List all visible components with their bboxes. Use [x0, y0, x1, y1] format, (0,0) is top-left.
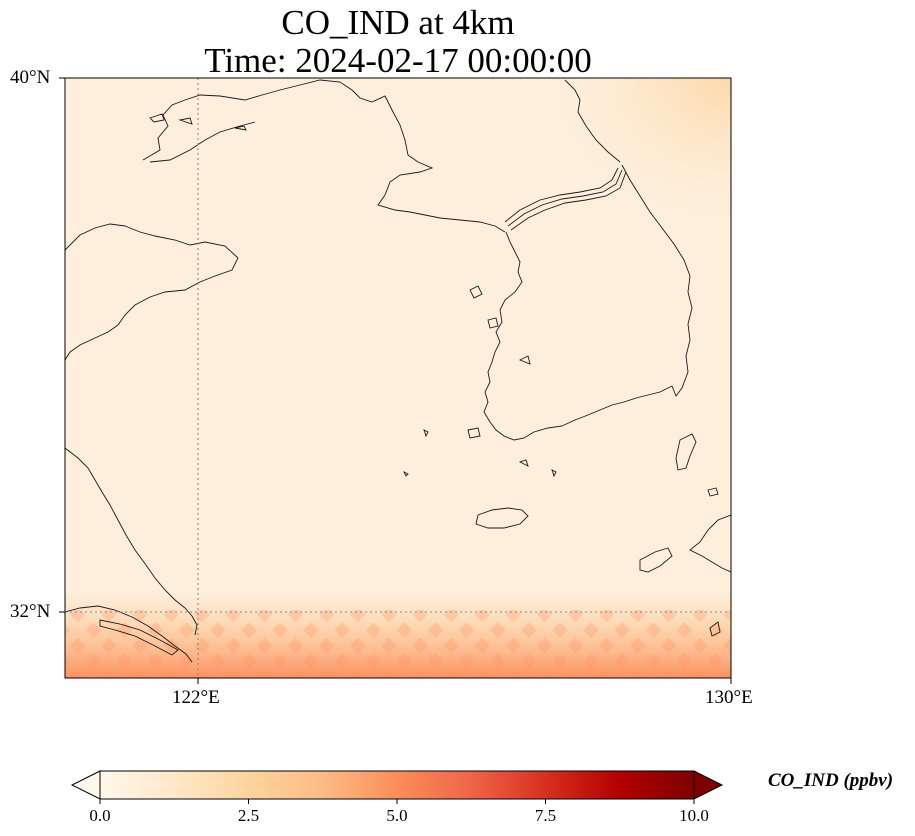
map-subtitle-time: Time: 2024-02-17 00:00:00 [204, 41, 592, 80]
lon-tick-label-122: 122°E [172, 687, 220, 708]
gridlines [65, 78, 731, 678]
axis-tick-marks [59, 77, 732, 684]
colorbar-extend-high [693, 770, 724, 800]
coastline-kyushu-islands [639, 487, 719, 573]
coastline-jeju [475, 507, 529, 529]
coastlines [65, 79, 731, 663]
colorbar-tick-label: 2.5 [237, 806, 260, 825]
coastline-korea-west [483, 231, 673, 441]
concentration-field [65, 78, 731, 678]
coastline-north-korea [564, 79, 621, 163]
coastline-liaodong-inner [149, 121, 256, 163]
map-title: CO_IND at 4km [281, 3, 515, 42]
lon-tick-label-130: 130°E [705, 687, 753, 708]
lat-tick-label-32: 32°N [10, 601, 51, 622]
colorbar-tick-label: 5.0 [386, 806, 408, 825]
coastline-china-east [65, 223, 239, 361]
dmz-lines [504, 167, 627, 231]
map-frame [64, 77, 732, 679]
coastline-kyushu [689, 514, 731, 573]
colorbar [70, 770, 724, 804]
coastline-yangtze-island [99, 619, 179, 656]
colorbar-label: CO_IND (ppbv) [768, 770, 894, 791]
colorbar-tick-label: 10.0 [679, 806, 709, 825]
coastline-tsushima [675, 433, 697, 471]
colorbar-tick-label: 0.0 [89, 806, 111, 825]
coastline-jiangsu [65, 447, 198, 636]
coastline-yangtze-south [65, 605, 193, 663]
coastline-small-islands [149, 113, 721, 637]
colorbar-gradient [99, 770, 695, 800]
coastline-korea-east [621, 164, 693, 397]
coastline-liaodong [142, 79, 506, 233]
colorbar-extend-low [70, 770, 101, 800]
lat-tick-label-40: 40°N [10, 67, 51, 88]
colorbar-tick-label: 7.5 [534, 806, 557, 825]
